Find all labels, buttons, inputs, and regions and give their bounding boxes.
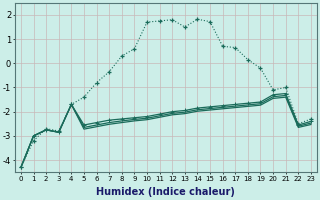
- X-axis label: Humidex (Indice chaleur): Humidex (Indice chaleur): [97, 187, 236, 197]
